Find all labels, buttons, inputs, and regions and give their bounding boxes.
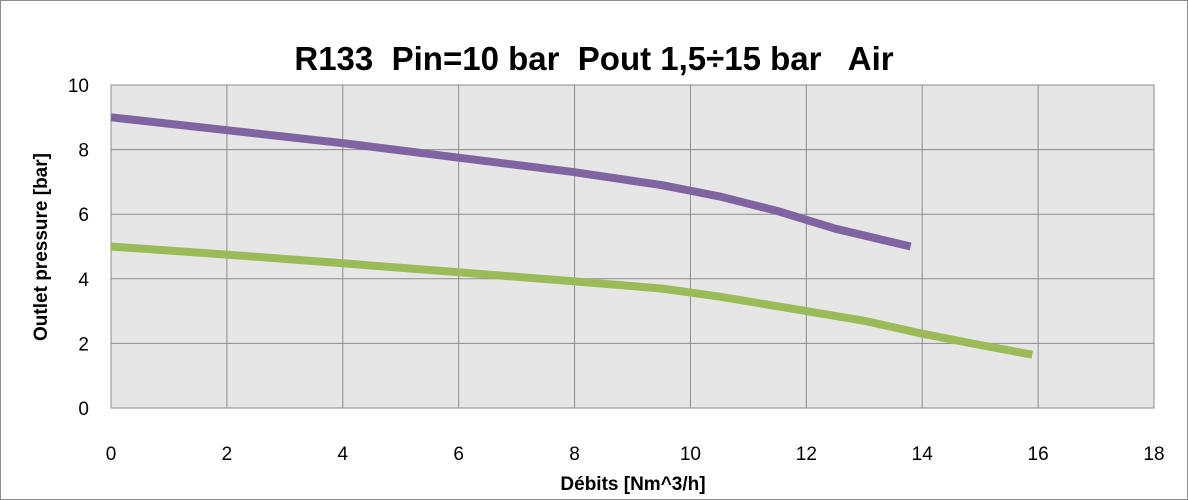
y-tick-label: 2 (78, 334, 89, 355)
x-tick-label: 8 (569, 444, 580, 465)
x-tick-label: 2 (222, 444, 233, 465)
y-tick-label: 4 (78, 270, 89, 291)
x-tick-label: 0 (106, 444, 117, 465)
series-group (110, 113, 1034, 359)
x-tick-label: 14 (912, 444, 934, 465)
y-tick-label: 0 (78, 399, 89, 420)
series-line-2 (110, 242, 1034, 359)
x-tick-label: 18 (1143, 444, 1164, 465)
x-tick-label: 10 (680, 444, 701, 465)
y-tick-label: 8 (78, 141, 89, 162)
gridlines (110, 84, 1155, 409)
x-axis-title: Débits [Nm^3/h] (560, 474, 705, 495)
series-line-1 (110, 113, 912, 251)
x-tick-label: 12 (796, 444, 817, 465)
x-tick-label: 4 (337, 444, 348, 465)
x-axis: 0 2 4 6 8 10 12 14 16 18 (106, 444, 1165, 465)
y-axis-title: Outlet pressure [bar] (31, 153, 52, 341)
y-tick-label: 10 (68, 76, 89, 97)
y-tick-label: 6 (78, 205, 89, 226)
x-tick-label: 16 (1028, 444, 1049, 465)
x-tick-label: 6 (453, 444, 464, 465)
chart-title: R133 Pin=10 bar Pout 1,5÷15 bar Air (294, 40, 893, 77)
y-axis: 0 2 4 6 8 10 (68, 76, 90, 420)
